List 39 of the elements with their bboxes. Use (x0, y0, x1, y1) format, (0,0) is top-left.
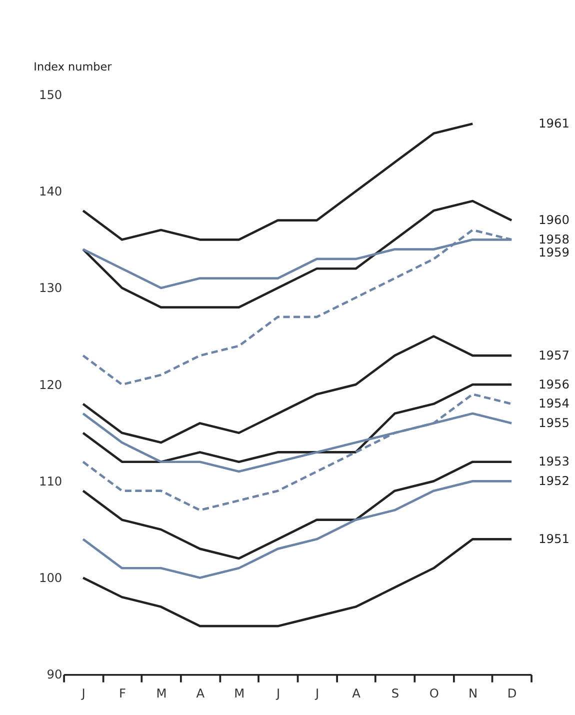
x-tick-label: A (352, 686, 362, 700)
line-series (82, 335, 513, 444)
line-series (82, 122, 474, 241)
line-series (82, 383, 513, 464)
text: 1953 (538, 454, 570, 469)
x-tick-label: M (234, 686, 245, 700)
x-tick-label: A (196, 686, 206, 700)
x-tick-label: S (391, 686, 400, 700)
y-tick-label: 100 (38, 571, 62, 585)
text: 1958 (538, 232, 570, 246)
text: 1954 (538, 396, 570, 411)
text: 1952 (538, 474, 570, 488)
x-tick-label: J (276, 686, 280, 700)
line-series (82, 480, 513, 579)
y-axis-title: Index number (34, 60, 112, 74)
x-tick-label: N (468, 686, 478, 700)
x-tick-label: D (507, 686, 517, 700)
line-series (82, 460, 513, 560)
x-tick-label: J (80, 686, 86, 700)
x-tick-label: O (429, 686, 439, 700)
text: 1955 (538, 416, 570, 430)
y-tick-label: 120 (38, 378, 62, 392)
text: 1956 (538, 377, 570, 392)
text: 1959 (538, 245, 570, 260)
text: 1951 (538, 532, 570, 546)
x-tick-label: J (314, 686, 320, 700)
text: 1957 (538, 348, 570, 362)
y-tick-label: 140 (38, 184, 62, 199)
y-tick-label: 110 (38, 474, 62, 488)
line-series (82, 200, 513, 308)
y-tick-label: 150 (38, 88, 62, 102)
x-tick-label: F (118, 686, 126, 700)
y-tick-label: 130 (38, 281, 62, 296)
x-tick-label: M (156, 686, 167, 700)
line-series (82, 393, 513, 512)
y-tick-label: 90 (46, 668, 62, 682)
line-series (82, 538, 513, 628)
text: 1961 (538, 116, 570, 130)
text: 1960 (538, 213, 570, 228)
